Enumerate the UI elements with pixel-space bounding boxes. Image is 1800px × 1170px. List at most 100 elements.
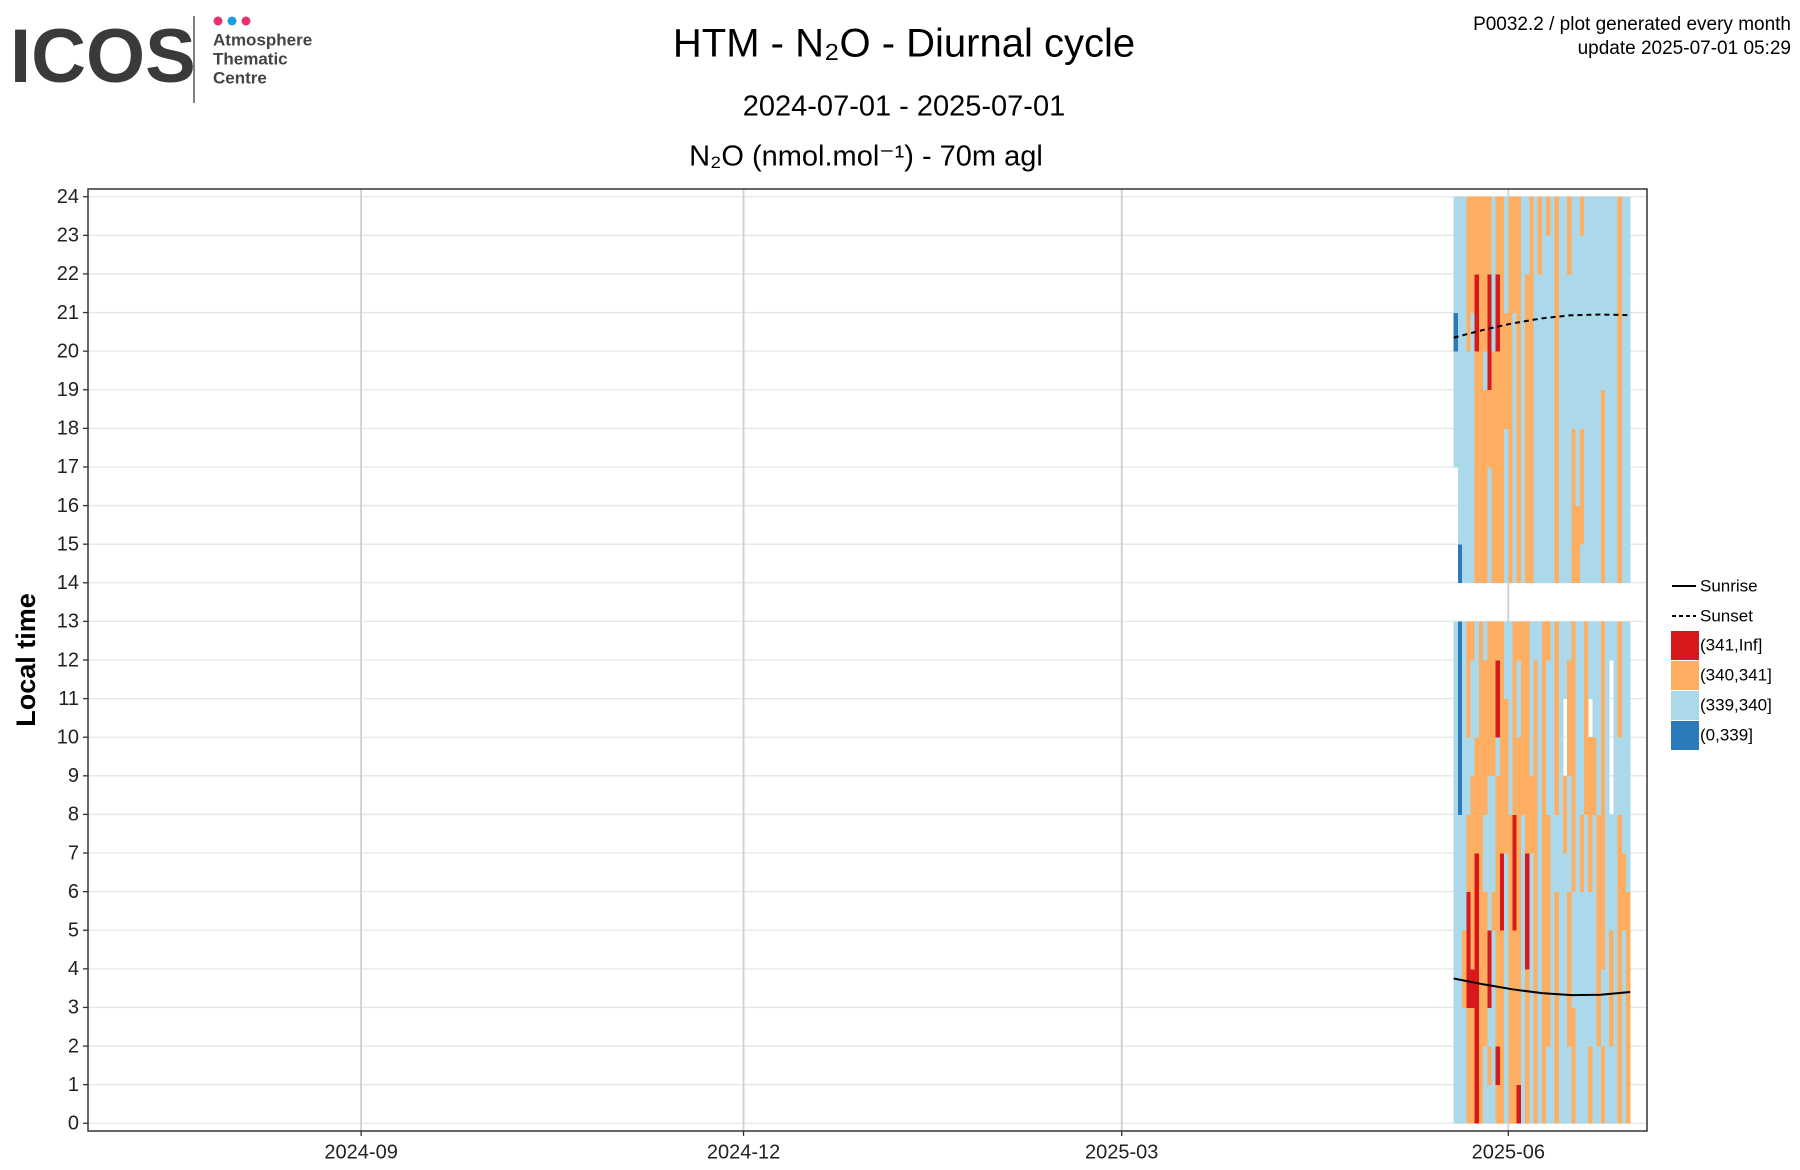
heat-cell — [1525, 660, 1530, 700]
heat-cell — [1596, 273, 1602, 313]
heat-cell — [1546, 428, 1551, 468]
heat-cell — [1575, 621, 1581, 661]
heat-cell — [1512, 1046, 1518, 1086]
heat-cell — [1554, 698, 1560, 738]
heat-cell — [1504, 737, 1509, 777]
sun-line — [1453, 313, 1631, 339]
heat-cell — [1470, 428, 1476, 468]
heat-cell — [1617, 660, 1623, 700]
heat-cell — [1625, 1084, 1631, 1124]
heat-cell — [1483, 1084, 1488, 1124]
heat-cell — [1495, 312, 1501, 352]
heat-cell — [1600, 621, 1606, 661]
heat-cell — [1625, 814, 1631, 854]
heat-cell — [1462, 930, 1467, 970]
heat-cell — [1600, 968, 1606, 1008]
heat-cell — [1495, 273, 1501, 313]
heat-cell — [1609, 466, 1614, 506]
heat-cell — [1512, 196, 1518, 236]
heat-cell — [1579, 660, 1585, 700]
heat-cell — [1487, 930, 1492, 970]
heat-cell — [1546, 660, 1551, 700]
heat-cell — [1541, 1084, 1547, 1124]
heat-cell — [1621, 235, 1627, 275]
heat-cell — [1508, 466, 1513, 506]
heat-cell — [1604, 196, 1610, 236]
heat-cell — [1499, 891, 1505, 931]
heat-cell — [1613, 196, 1618, 236]
heat-cell — [1621, 891, 1627, 931]
heat-cell — [1457, 853, 1463, 893]
heat-cell — [1604, 466, 1610, 506]
heat-cell — [1537, 505, 1543, 545]
heat-cell — [1466, 312, 1471, 352]
heat-cell — [1453, 891, 1459, 931]
heat-cell — [1592, 544, 1597, 584]
heat-cell — [1487, 775, 1492, 815]
heat-cell — [1579, 930, 1585, 970]
heat-cell — [1579, 273, 1585, 313]
heat-cell — [1466, 930, 1471, 970]
heat-cell — [1533, 351, 1539, 391]
heat-cell — [1592, 698, 1597, 738]
heat-cell — [1554, 505, 1560, 545]
heat-cell — [1462, 1084, 1467, 1124]
heat-cell — [1499, 853, 1505, 893]
heat-cell — [1462, 891, 1467, 931]
heat-cell — [1604, 775, 1610, 815]
heat-cell — [1462, 1046, 1467, 1086]
heat-cell — [1562, 389, 1568, 429]
heat-cell — [1508, 1007, 1513, 1047]
heat-cell — [1525, 621, 1530, 661]
heat-cell — [1562, 930, 1568, 970]
chart-subtitle: 2024-07-01 - 2025-07-01 — [743, 91, 1065, 123]
heat-cell — [1508, 930, 1513, 970]
heat-cell — [1525, 428, 1530, 468]
y-tick-label: 23 — [57, 225, 79, 247]
heat-cell — [1520, 930, 1526, 970]
heat-cell — [1604, 891, 1610, 931]
heat-cell — [1491, 737, 1497, 777]
heat-cell — [1592, 660, 1597, 700]
heat-cell — [1474, 389, 1480, 429]
heat-cell — [1483, 891, 1488, 931]
heat-cell — [1470, 196, 1476, 236]
heat-cell — [1525, 1046, 1530, 1086]
heat-cell — [1600, 660, 1606, 700]
heat-cell — [1562, 466, 1568, 506]
heat-cell — [1512, 544, 1518, 584]
heat-cell — [1554, 853, 1560, 893]
heat-cell — [1588, 737, 1593, 777]
heat-cell — [1571, 737, 1576, 777]
heat-cell — [1596, 544, 1602, 584]
heat-cell — [1609, 853, 1614, 893]
heat-cell — [1520, 428, 1526, 468]
heat-cell — [1520, 621, 1526, 661]
heat-cell — [1495, 351, 1501, 391]
heat-cell — [1483, 968, 1488, 1008]
heat-cell — [1596, 235, 1602, 275]
heat-cell — [1592, 891, 1597, 931]
heat-cell — [1575, 814, 1581, 854]
heat-cell — [1462, 235, 1467, 275]
heat-cell — [1487, 737, 1492, 777]
heat-cell — [1457, 775, 1463, 815]
heat-cell — [1554, 351, 1560, 391]
heat-cell — [1483, 351, 1488, 391]
heat-cell — [1525, 698, 1530, 738]
heat-cell — [1491, 621, 1497, 661]
heat-cell — [1508, 621, 1513, 661]
heat-cell — [1558, 853, 1564, 893]
heat-cell — [1495, 891, 1501, 931]
heat-cell — [1567, 389, 1572, 429]
heat-cell — [1592, 389, 1597, 429]
heat-cell — [1617, 466, 1623, 506]
heat-cell — [1474, 196, 1480, 236]
heat-cell — [1483, 775, 1488, 815]
heat-cell — [1508, 660, 1513, 700]
heat-cell — [1525, 891, 1530, 931]
heat-cell — [1504, 196, 1509, 236]
heat-cell — [1571, 351, 1576, 391]
heat-cell — [1453, 853, 1459, 893]
heat-cell — [1512, 621, 1518, 661]
